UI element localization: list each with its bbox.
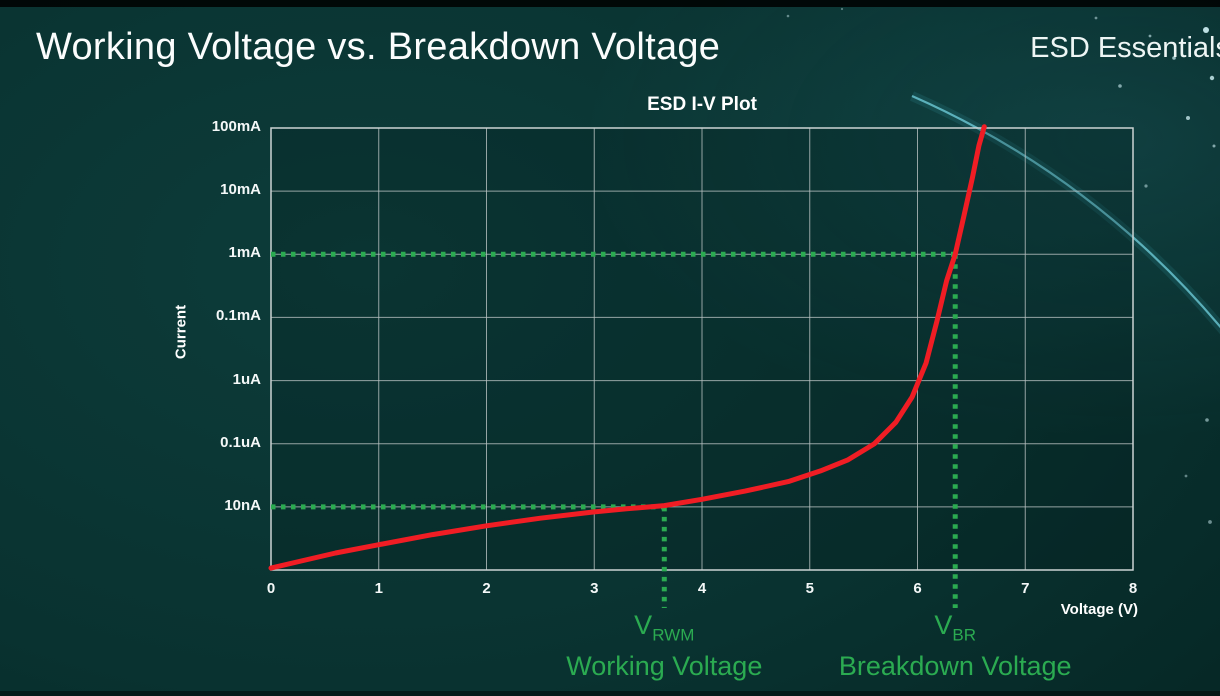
v-symbol-text: V <box>934 610 953 640</box>
chart-title: ESD I-V Plot <box>647 94 757 115</box>
breakdown-voltage-label: VBR Breakdown Voltage <box>839 611 1072 681</box>
vbr-caption: Breakdown Voltage <box>838 651 1072 682</box>
page-title: Working Voltage vs. Breakdown Voltage <box>36 26 721 68</box>
v-symbol-text: V <box>634 610 653 640</box>
brand-logo-text: ESD Essentials <box>1030 32 1220 64</box>
background-dots <box>786 7 1216 524</box>
y-axis-title: Current <box>172 304 190 360</box>
vbr-symbol: VBR <box>839 611 1072 649</box>
x-axis-title: Voltage (V) <box>1060 601 1138 618</box>
letterbox-bottom <box>0 691 1220 696</box>
working-voltage-label: VRWM Working Voltage <box>566 611 762 681</box>
vrwm-caption: Working Voltage <box>566 651 763 682</box>
vrwm-symbol: VRWM <box>566 611 762 649</box>
swoosh-arc <box>911 94 1220 329</box>
v-symbol-sub: BR <box>952 625 977 645</box>
letterbox-top <box>0 0 1220 7</box>
v-symbol-sub: RWM <box>652 625 695 645</box>
